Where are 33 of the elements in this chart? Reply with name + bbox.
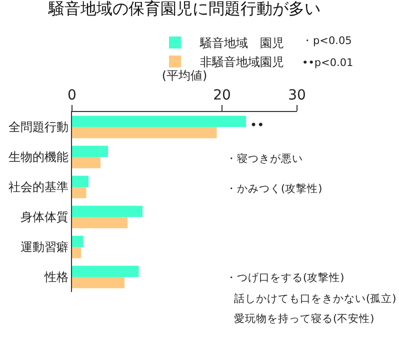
- x-axis-title: (平均値): [162, 68, 208, 83]
- y-tick-label: 社会的基準: [8, 180, 69, 194]
- legend-label: 非騒音地域園児: [200, 55, 284, 70]
- bar: [72, 266, 139, 277]
- bar: [72, 277, 124, 288]
- x-tick-label: 20: [213, 87, 231, 104]
- annotation: ・寝つきが悪い: [226, 152, 303, 165]
- bar: [72, 236, 84, 247]
- text: ••p<0.01: [302, 57, 354, 69]
- text: ・p<0.05: [302, 35, 352, 47]
- legend-label: 騒音地域 園児: [199, 36, 284, 50]
- text: 話しかけても口をきかない(孤立): [234, 292, 396, 305]
- y-tick-label: 運動習癖: [20, 240, 69, 254]
- bar: [72, 206, 142, 217]
- bar: [72, 176, 88, 187]
- annotation: ・かみつく(攻撃性): [226, 182, 322, 195]
- x-tick-label: 0: [68, 87, 76, 104]
- y-tick-label: 身体体質: [20, 210, 69, 224]
- text: 愛玩物を持って寝る(不安性): [234, 312, 374, 325]
- annotation: ••: [250, 118, 264, 132]
- bar: [72, 116, 246, 127]
- x-tick-label: 30: [288, 87, 306, 104]
- y-tick-label: 全問題行動: [8, 120, 69, 134]
- bar: [72, 217, 128, 228]
- bar: [72, 247, 81, 258]
- y-tick-label: 性格: [44, 270, 69, 284]
- chart-title: 騒音地域の保育園児に問題行動が多い: [48, 0, 320, 18]
- bar: [72, 187, 86, 198]
- bar: [72, 157, 100, 168]
- annotation: ・つげ口をする(攻撃性): [226, 271, 344, 284]
- bar: [72, 127, 217, 138]
- y-tick-label: 生物的機能: [8, 150, 69, 164]
- bar: [72, 146, 108, 157]
